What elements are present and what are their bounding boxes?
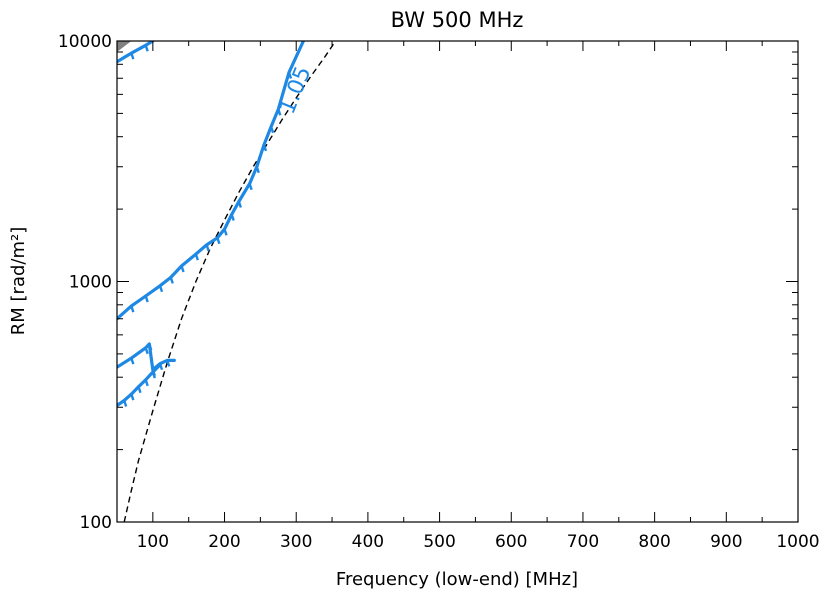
contour-tick: [194, 253, 199, 261]
contour-tick: [216, 237, 221, 245]
series-contour-lower-b: [117, 363, 162, 408]
y-tick-label: 10000: [58, 32, 112, 52]
x-tick-label: 1000: [776, 532, 819, 552]
contour-tick: [148, 343, 153, 351]
contour-tick: [205, 244, 210, 252]
x-tick-label: 100: [137, 532, 169, 552]
axis-ticks: 100 200 300 400 500 600 700 800 900 1000 100 1000 10…: [58, 32, 820, 552]
contour-tick: [255, 166, 260, 174]
y-tick-label: 100: [80, 513, 112, 533]
x-tick-label: 200: [208, 532, 240, 552]
contour-tick: [277, 108, 282, 116]
series-contour-1.05-main: [117, 41, 305, 321]
series-contour-lower-a: [117, 342, 176, 377]
series-layer: [117, 41, 337, 522]
series-line: [117, 41, 155, 64]
contour-tick: [269, 126, 275, 134]
series-line: [117, 342, 176, 372]
x-tick-label: 600: [495, 532, 527, 552]
shaded-region-polygon: [117, 41, 132, 53]
contour-tick: [151, 371, 156, 379]
contour-tick: [287, 72, 293, 79]
contour-tick: [130, 52, 135, 60]
contour-tick: [237, 201, 243, 208]
plot-frame: [116, 40, 799, 523]
contour-tick: [123, 400, 128, 407]
chart-title: BW 500 MHz: [391, 8, 524, 32]
y-axis-label: RM [rad/m²]: [8, 227, 29, 335]
contour-tick: [169, 277, 174, 284]
contour-tick: [130, 393, 135, 401]
series-dashed-boundary: [123, 41, 337, 522]
x-tick-label: 300: [280, 532, 312, 552]
contour-tick: [180, 265, 185, 273]
series-line: [117, 363, 162, 408]
contour-tick: [158, 285, 164, 293]
y-tick-label: 1000: [69, 273, 112, 293]
x-axis-label: Frequency (low-end) [MHz]: [336, 569, 578, 590]
x-tick-label: 500: [423, 532, 455, 552]
contour-tick: [248, 183, 253, 191]
contour-tick: [262, 144, 268, 152]
series-contour-upper-left: [117, 41, 155, 64]
contour-tick: [144, 347, 149, 355]
x-tick-label: 800: [638, 532, 670, 552]
series-line: [117, 41, 305, 321]
contour-tick: [144, 295, 149, 303]
contour-tick: [230, 214, 235, 221]
contour-tick: [223, 228, 228, 236]
contour-tick: [137, 386, 142, 394]
x-tick-label: 400: [352, 532, 384, 552]
x-tick-label: 900: [710, 532, 742, 552]
x-tick-label: 700: [567, 532, 599, 552]
contour-tick: [144, 379, 149, 387]
contour-tick: [166, 359, 171, 367]
contour-label: 1.05: [275, 63, 317, 118]
contour-tick: [144, 44, 149, 52]
contour-tick: [130, 305, 135, 313]
contour-tick: [130, 357, 135, 365]
shaded-region: [117, 41, 132, 53]
